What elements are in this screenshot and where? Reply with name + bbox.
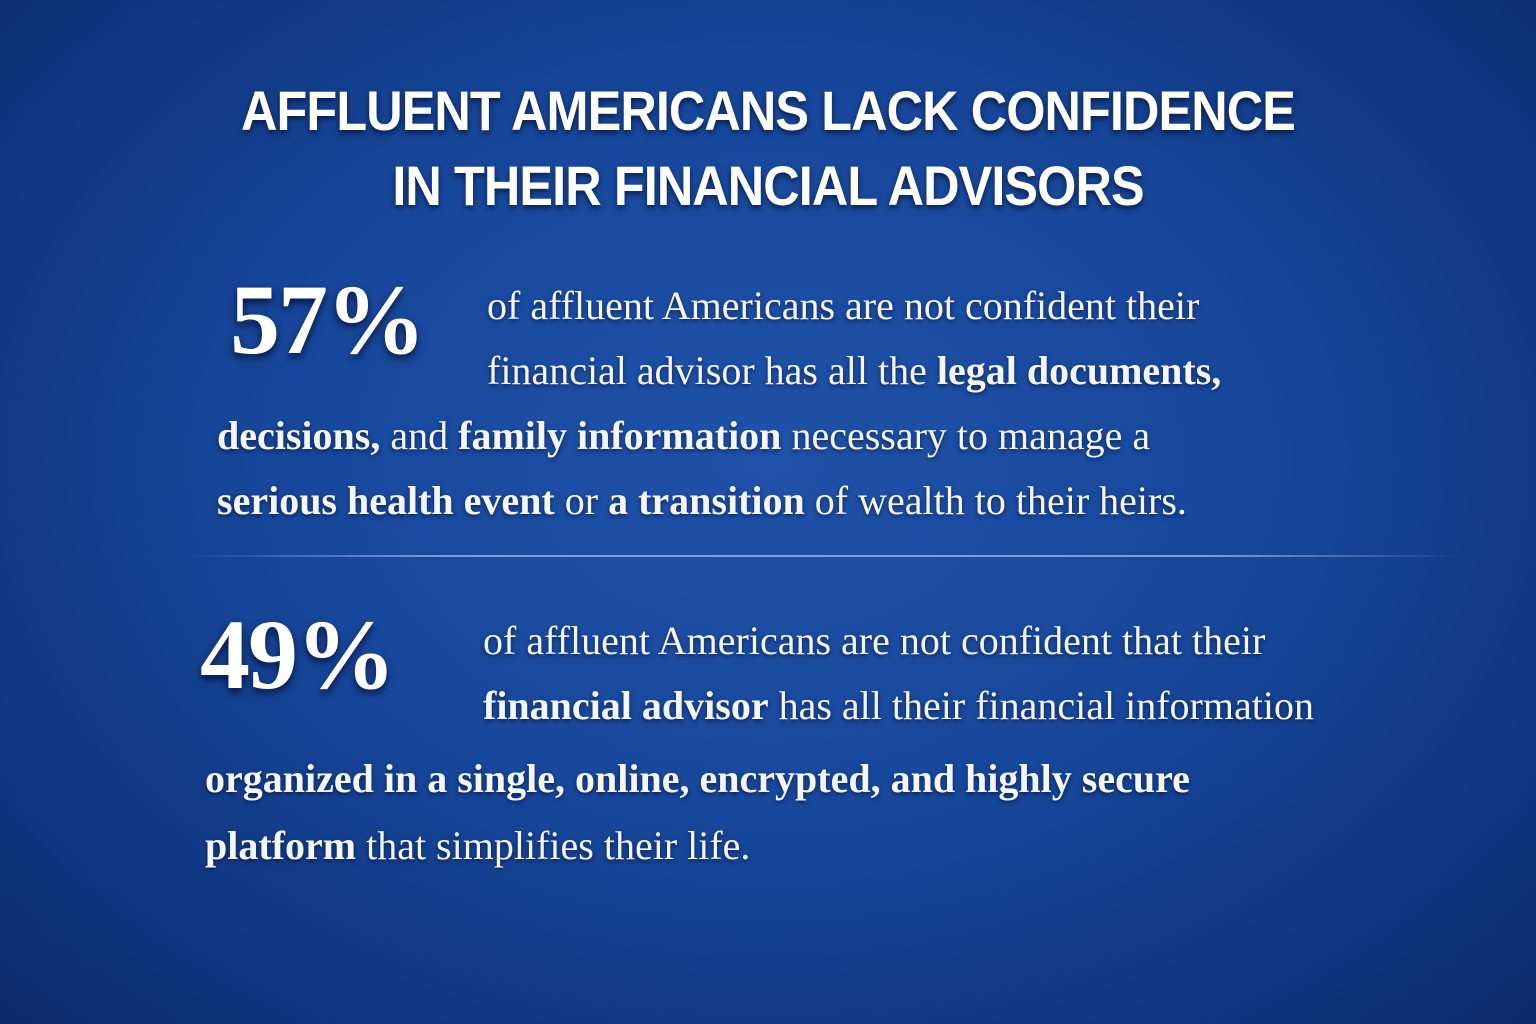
emphasis-text: financial advisor [483, 683, 769, 728]
body-text: of wealth to their heirs. [804, 478, 1187, 523]
headline-line-1: AFFLUENT AMERICANS LACK CONFIDENCE [241, 79, 1296, 142]
emphasis-text: legal documents, [936, 348, 1222, 393]
body-text: necessary to manage a [781, 413, 1151, 458]
stat1-line: serious health event or a transition of … [217, 477, 1187, 524]
stat2-line: of affluent Americans are not confident … [483, 617, 1265, 664]
body-text: that simplifies their life. [356, 823, 751, 868]
body-text: has all their financial information [768, 683, 1314, 728]
stat1-line: decisions, and family information necess… [217, 412, 1150, 459]
stat1-line: of affluent Americans are not confident … [487, 282, 1199, 329]
emphasis-text: serious health event [217, 478, 555, 523]
body-text: financial advisor has all the [487, 348, 937, 393]
stat2-line: financial advisor has all their financia… [483, 682, 1314, 729]
emphasis-text: family information [458, 413, 782, 458]
body-text: of affluent Americans are not confident … [483, 618, 1266, 663]
emphasis-text: organized in a single, online, encrypted… [205, 756, 1190, 801]
stat1-line: financial advisor has all the legal docu… [487, 347, 1221, 394]
stat-57-percent: 57% [230, 264, 426, 375]
emphasis-text: a transition [608, 478, 805, 523]
stat-49-percent: 49% [200, 599, 396, 710]
headline-line-2: IN THEIR FINANCIAL ADVISORS [392, 154, 1144, 217]
stat2-line: platform that simplifies their life. [205, 822, 750, 869]
body-text: or [554, 478, 609, 523]
body-text: and [380, 413, 459, 458]
body-text: of affluent Americans are not confident … [487, 283, 1200, 328]
section-divider [190, 555, 1460, 557]
emphasis-text: platform [205, 823, 357, 868]
emphasis-text: decisions, [217, 413, 381, 458]
stat2-line: organized in a single, online, encrypted… [205, 755, 1190, 802]
